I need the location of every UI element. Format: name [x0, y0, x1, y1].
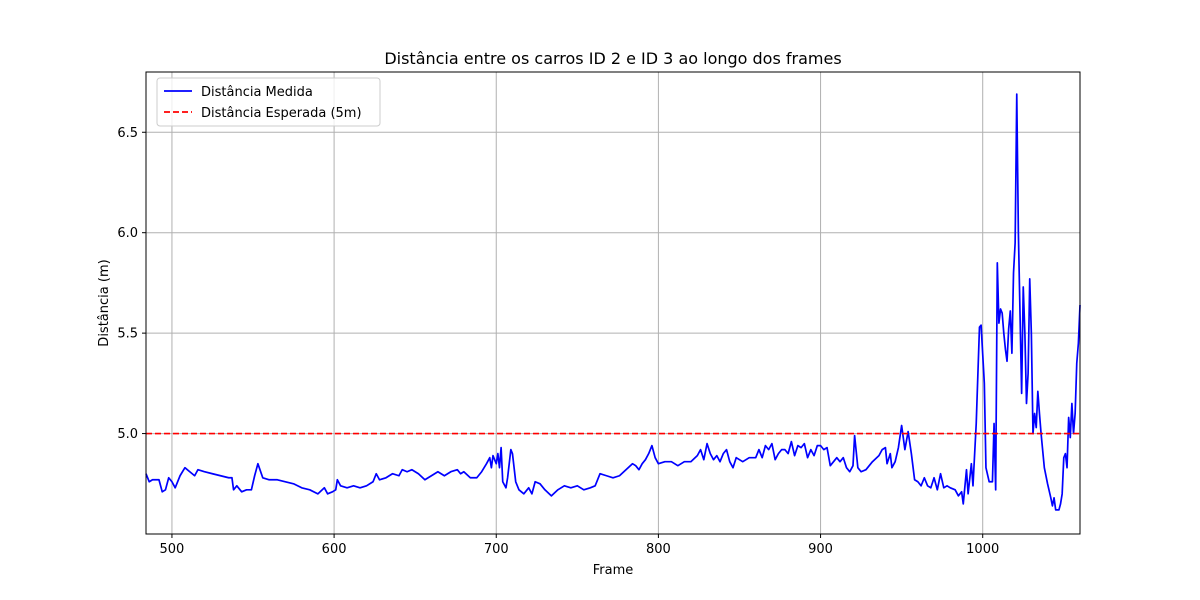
x-tick-label: 700 — [484, 542, 509, 557]
y-tick-label: 6.0 — [117, 226, 138, 241]
chart-title: Distância entre os carros ID 2 e ID 3 ao… — [384, 49, 841, 68]
series-line-measured — [145, 93, 1081, 511]
legend-label-measured: Distância Medida — [201, 85, 313, 100]
y-tick-label: 6.5 — [117, 126, 138, 141]
y-tick-label: 5.5 — [117, 327, 138, 342]
axis-ticks: 500 600 700 800 900 1000 5.0 5.5 6.0 6.5 — [117, 126, 999, 557]
plot-series — [145, 93, 1081, 511]
legend-label-expected: Distância Esperada (5m) — [201, 106, 362, 121]
x-axis-label: Frame — [593, 563, 634, 578]
x-tick-label: 500 — [160, 542, 185, 557]
x-tick-label: 1000 — [966, 542, 999, 557]
legend-box — [156, 77, 381, 127]
x-tick-label: 900 — [808, 542, 833, 557]
plot-frame — [145, 71, 1081, 535]
legend: Distância Medida Distância Esperada (5m) — [156, 77, 381, 127]
x-tick-label: 800 — [646, 542, 671, 557]
y-axis-label: Distância (m) — [97, 259, 112, 346]
y-tick-label: 5.0 — [117, 427, 138, 442]
x-tick-label: 600 — [322, 542, 347, 557]
